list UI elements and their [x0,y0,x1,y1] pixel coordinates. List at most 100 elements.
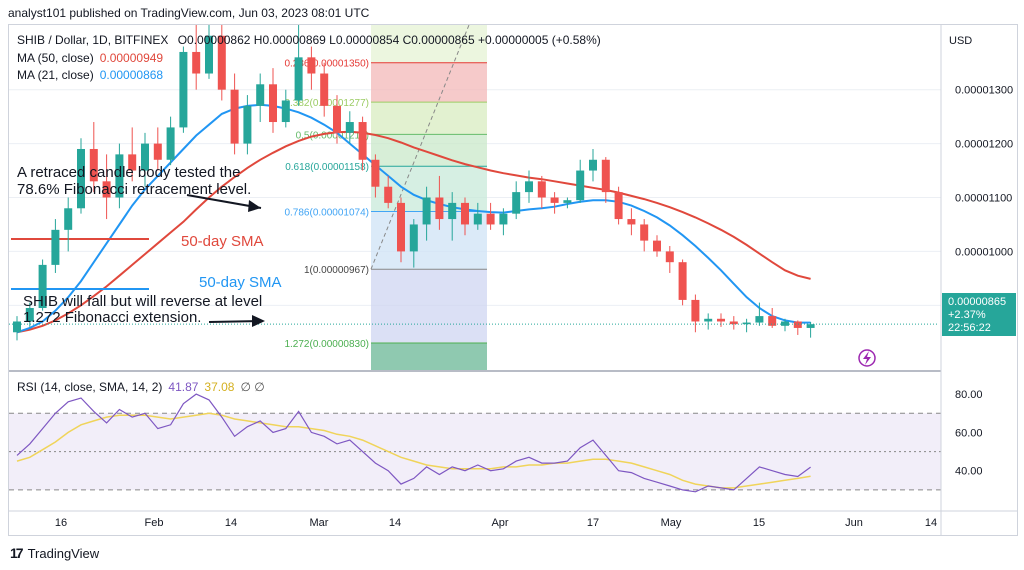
time-tick-label: 14 [925,517,937,529]
ma21-line [16,103,811,334]
candle-body [742,322,751,325]
candle-body [358,122,367,160]
fib-level-label: 0.786(0.00001074) [284,208,369,219]
candle-body [294,57,303,101]
candle-body [678,262,687,300]
candle-body [422,197,431,225]
candle-body [256,84,265,106]
legend-ma50: MA (50, close) 0.00000949 [17,51,163,65]
fib-zone [371,25,487,63]
candle-body [640,224,649,241]
svg-text:RSI (14, close, SMA, 14, 2)41.: RSI (14, close, SMA, 14, 2) 41.87 37.08 ∅ ∅ [17,380,265,394]
candle-body [499,213,508,225]
candle-body [601,159,610,193]
time-tick-label: 15 [753,517,765,529]
candle-body [230,89,239,144]
fib-zone [371,343,487,370]
time-tick-label: Mar [310,517,329,529]
chart-frame[interactable]: 0.236(0.00001350)0.382(0.00001277)0.5(0.… [8,24,1018,536]
price-badge-countdown: 22:56:22 [948,322,991,334]
candle-body [307,57,316,74]
time-axis[interactable]: 16 Feb 14 Mar 14 Apr 17 May 15 Jun 14 [55,517,937,529]
price-tick-label: 0.00001100 [955,193,1012,205]
candle-body [704,318,713,322]
candle-body [781,321,789,326]
candle-body [217,35,226,90]
annotation-2-line1: SHIB will fall but will reverse at level [23,293,262,310]
candle-body [409,224,418,252]
candle-body [435,197,444,220]
candle-body [397,202,405,252]
time-tick-label: 17 [587,517,599,529]
price-badge-bg [942,293,1016,336]
candle-body [729,321,738,325]
annotation-1-line2: 78.6% Fibonacci retracement level. [17,181,251,198]
rsi-legend: RSI (14, close, SMA, 14, 2) 41.87 37.08 ∅ ∅ [17,380,265,394]
candle-body [550,197,559,203]
candle-body [768,316,777,326]
candle-body [102,181,111,198]
candle-body [77,148,85,209]
publisher-line: analyst101 published on TradingView.com,… [8,6,370,20]
lightning-icon[interactable] [858,349,876,367]
legend-symbol: SHIB / Dollar, 1D, BITFINEX O0.00000862 … [17,33,601,47]
candle-body [281,100,290,123]
candle-body [64,208,73,230]
candles [13,25,815,341]
rsi-tick-label: 40.00 [955,466,983,478]
candle-body [461,202,469,225]
arrow-head-icon [252,315,265,327]
candle-body [448,202,457,220]
price-badge-change: +2.37% [948,309,986,321]
candle-body [115,154,124,198]
rsi-pane [9,393,941,493]
candle-body [512,192,521,214]
price-tick-label: 0.00001000 [955,246,1013,258]
fib-trend-line [370,24,470,270]
annotation-2-line2: 1.272 Fibonacci extension. [23,309,201,326]
annotation-1-line1: A retraced candle body tested the [17,164,240,181]
rsi-tick-label: 80.00 [955,389,983,401]
candle-body [627,219,636,225]
candle-body [153,143,162,160]
arrow-head-icon [248,200,261,212]
candle-body [128,154,137,171]
candle-body [614,192,623,220]
time-tick-label: 16 [55,517,67,529]
fib-zone [371,62,487,103]
candle-body [371,159,380,187]
candle-body [89,148,98,182]
candle-body [384,186,393,203]
time-tick-label: 14 [225,517,237,529]
tradingview-logo-icon: 17 [10,545,24,561]
price-tick-label: 0.00001300 [955,85,1013,97]
candle-body [141,143,149,171]
candle-body [333,105,341,133]
rsi-axis[interactable]: 40.00 60.00 80.00 [955,389,983,478]
candle-body [179,51,188,128]
annotation-2[interactable]: SHIB will fall but will reverse at level… [23,293,265,327]
fib-level-label: 1.272(0.00000830) [284,339,369,350]
legend-ma21: MA (21, close) 0.00000868 [17,68,163,82]
sma-label-blue: 50-day SMA [199,274,282,291]
rsi-sma-line [16,412,811,489]
candle-body [13,321,21,333]
currency-label[interactable]: USD [949,35,972,47]
legend: SHIB / Dollar, 1D, BITFINEX O0.00000862 … [17,33,601,82]
annotation-1[interactable]: A retraced candle body tested the 78.6% … [17,164,262,212]
price-badge-price: 0.00000865 [948,296,1006,308]
price-badge: 0.00000865 +2.37% 22:56:22 [942,293,1016,336]
candle-body [345,122,354,133]
fib-zone [371,269,487,344]
candle-body [806,324,815,328]
tradingview-logo[interactable]: 17 TradingView [10,545,99,561]
candle-body [793,321,802,328]
candle-body [51,229,60,265]
candle-body [473,213,482,225]
candle-body [717,318,725,322]
sma-label-red: 50-day SMA [181,233,264,250]
candle-body [192,51,201,74]
candle-body [755,316,764,323]
price-axis[interactable]: 0.000009000.000010000.000011000.00001200… [955,85,1013,313]
chart-canvas: 0.236(0.00001350)0.382(0.00001277)0.5(0.… [9,24,1017,535]
